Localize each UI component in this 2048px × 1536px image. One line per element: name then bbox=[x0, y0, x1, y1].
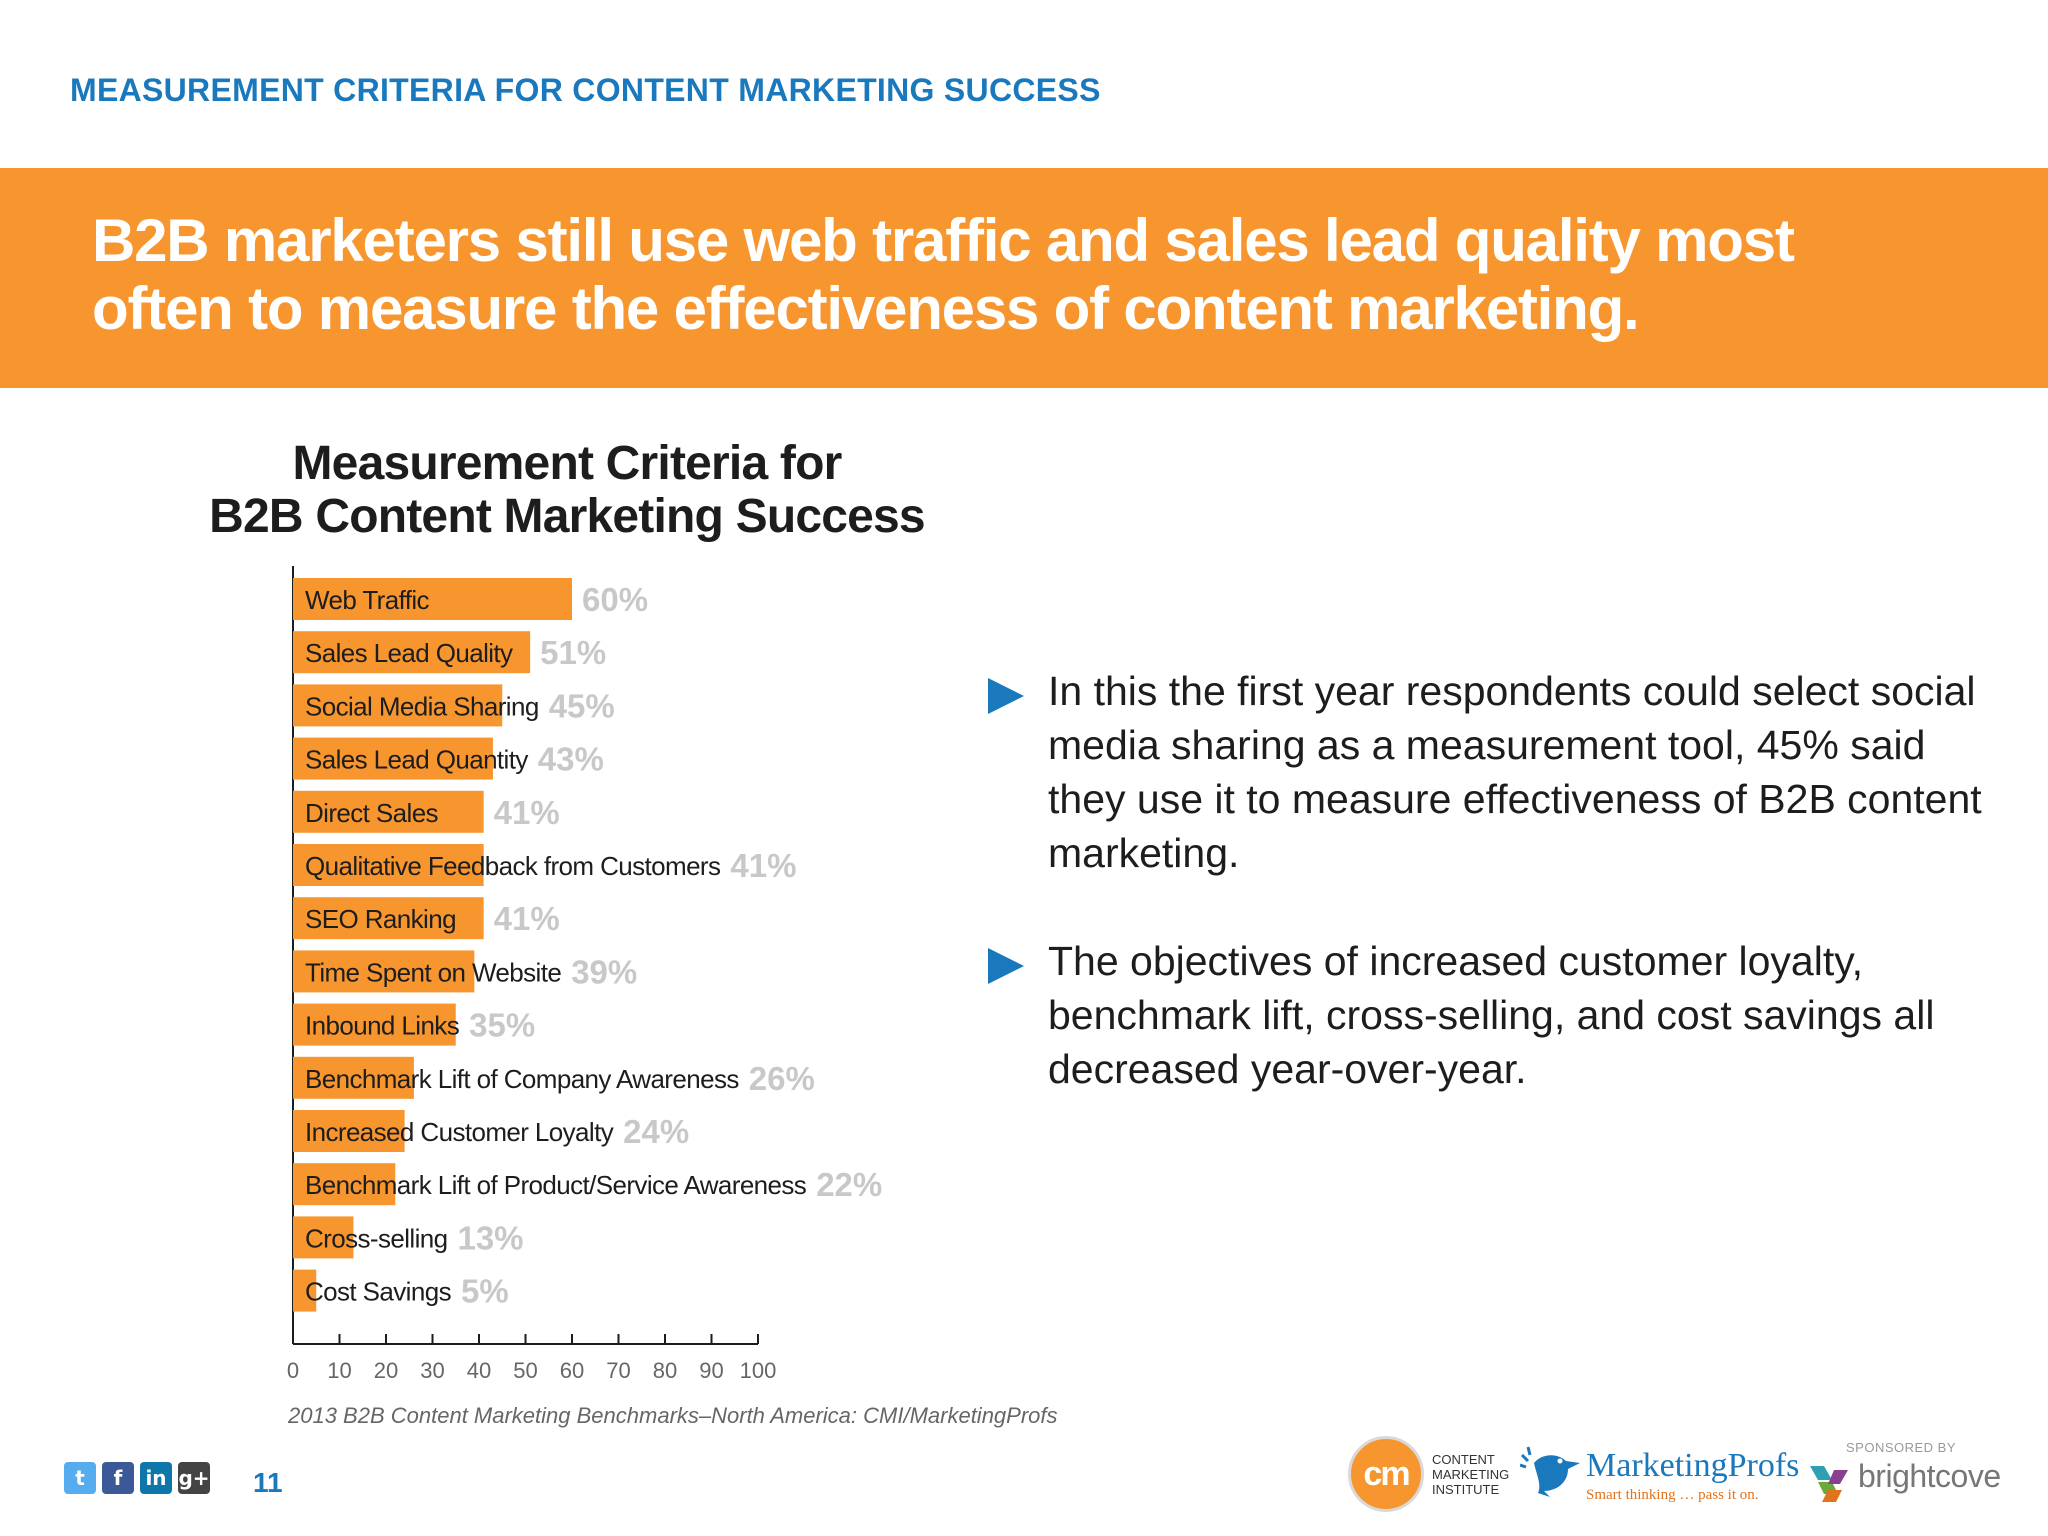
bar bbox=[293, 578, 572, 620]
bar-category-label: Cross-selling bbox=[305, 1223, 447, 1253]
bar-category-label: Web Traffic bbox=[305, 585, 430, 615]
bar-value-label: 45% bbox=[549, 687, 615, 724]
bar-value-label: 35% bbox=[469, 1007, 535, 1044]
bar bbox=[293, 684, 503, 727]
x-tick-label: 60 bbox=[560, 1358, 584, 1383]
x-tick-label: 100 bbox=[740, 1358, 777, 1383]
bullet-arrow-icon bbox=[988, 678, 1024, 714]
cmi-mark: cm bbox=[1348, 1436, 1424, 1512]
cmi-logo: cm CONTENT MARKETING INSTITUTE bbox=[1348, 1436, 1509, 1512]
bar bbox=[293, 897, 484, 940]
bar-category-label: Sales Lead Quality bbox=[305, 638, 513, 668]
bar-category-label: Benchmark Lift of Company Awareness bbox=[305, 1064, 739, 1094]
brightcove-mark-icon bbox=[1810, 1466, 1848, 1502]
bar-category-label: Inbound Links bbox=[305, 1011, 460, 1041]
facebook-icon[interactable]: f bbox=[102, 1462, 134, 1494]
bar-category-label: SEO Ranking bbox=[305, 904, 456, 934]
x-tick-label: 70 bbox=[606, 1358, 630, 1383]
bar-category-label: Qualitative Feedback from Customers bbox=[305, 851, 721, 881]
x-tick-label: 80 bbox=[653, 1358, 677, 1383]
bar bbox=[293, 1163, 396, 1206]
bar bbox=[293, 950, 475, 993]
bar bbox=[293, 1110, 405, 1152]
x-tick-label: 40 bbox=[467, 1358, 491, 1383]
bar bbox=[293, 1056, 414, 1099]
chart-title-line-1: Measurement Criteria for bbox=[292, 437, 843, 490]
cmi-logo-text: CONTENT MARKETING INSTITUTE bbox=[1432, 1451, 1510, 1497]
bar-value-label: 51% bbox=[540, 634, 606, 671]
bar bbox=[293, 631, 531, 674]
social-share-bar: t f in g+ bbox=[64, 1462, 210, 1494]
bar-value-label: 13% bbox=[457, 1219, 523, 1256]
bar-value-label: 60% bbox=[582, 581, 648, 618]
googleplus-icon[interactable]: g+ bbox=[178, 1462, 210, 1494]
bar-category-label: Benchmark Lift of Product/Service Awaren… bbox=[305, 1170, 807, 1200]
sponsor-name: brightcove bbox=[1858, 1458, 2001, 1494]
bar-category-label: Time Spent on Website bbox=[305, 957, 561, 987]
bar-value-label: 5% bbox=[461, 1273, 509, 1310]
bar-value-label: 41% bbox=[730, 847, 796, 884]
bar-value-label: 22% bbox=[816, 1166, 882, 1203]
x-tick-label: 90 bbox=[699, 1358, 723, 1383]
bar bbox=[293, 737, 493, 780]
bullet-arrow-icon bbox=[988, 948, 1024, 984]
chart-title-line-2: B2B Content Marketing Success bbox=[209, 490, 925, 543]
marketingprofs-tagline: Smart thinking … pass it on. bbox=[1586, 1487, 1759, 1503]
bar bbox=[293, 1216, 354, 1259]
bullet-text-1: In this the first year respondents could… bbox=[1048, 668, 1982, 876]
bar bbox=[293, 1269, 317, 1312]
bar-category-label: Increased Customer Loyalty bbox=[305, 1117, 614, 1147]
bar-category-label: Sales Lead Quantity bbox=[305, 745, 528, 775]
bar-category-label: Cost Savings bbox=[305, 1277, 452, 1307]
bar bbox=[293, 790, 484, 833]
headline-banner bbox=[0, 168, 2048, 388]
bar-value-label: 41% bbox=[494, 900, 560, 937]
bar-category-label: Direct Sales bbox=[305, 798, 439, 828]
bar-value-label: 43% bbox=[538, 741, 604, 778]
bar bbox=[293, 844, 484, 886]
bar-value-label: 26% bbox=[749, 1060, 815, 1097]
x-tick-label: 50 bbox=[513, 1358, 537, 1383]
bird-icon bbox=[1520, 1446, 1580, 1497]
x-tick-label: 20 bbox=[374, 1358, 398, 1383]
bar-value-label: 39% bbox=[571, 953, 637, 990]
x-tick-label: 30 bbox=[420, 1358, 444, 1383]
source-citation: 2013 B2B Content Marketing Benchmarks–No… bbox=[288, 1403, 1058, 1428]
sponsor-label: SPONSORED BY bbox=[1846, 1440, 1957, 1455]
bar-category-label: Social Media Sharing bbox=[305, 691, 539, 721]
linkedin-icon[interactable]: in bbox=[140, 1462, 172, 1494]
bar-value-label: 24% bbox=[623, 1113, 689, 1150]
twitter-icon[interactable]: t bbox=[64, 1462, 96, 1494]
bullet-text-2: The objectives of increased customer loy… bbox=[1048, 938, 1935, 1092]
x-tick-label: 10 bbox=[327, 1358, 351, 1383]
bar-value-label: 41% bbox=[494, 794, 560, 831]
bar bbox=[293, 1003, 456, 1046]
headline-line-2: often to measure the effectiveness of co… bbox=[92, 275, 1640, 342]
marketingprofs-name: MarketingProfs bbox=[1586, 1447, 1800, 1484]
x-tick-label: 0 bbox=[287, 1358, 299, 1383]
page-number: 11 bbox=[253, 1467, 283, 1498]
headline-line-1: B2B marketers still use web traffic and … bbox=[92, 207, 1795, 274]
section-title: MEASUREMENT CRITERIA FOR CONTENT MARKETI… bbox=[70, 72, 1101, 108]
